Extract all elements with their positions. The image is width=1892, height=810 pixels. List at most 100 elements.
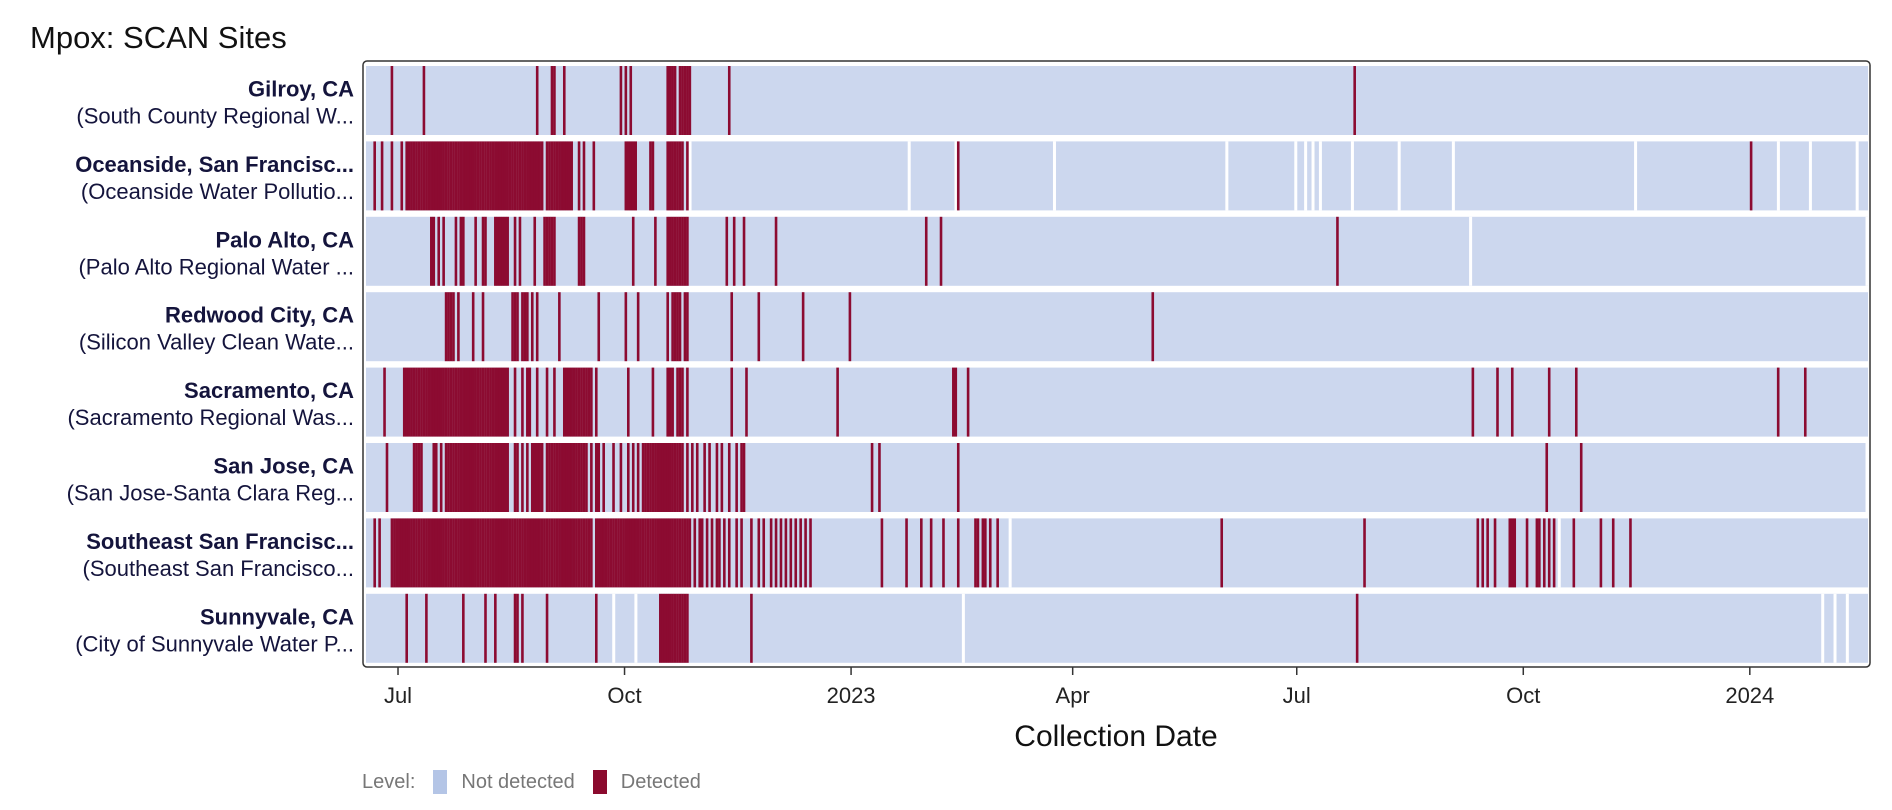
detected-cell (602, 518, 605, 588)
detected-cell (496, 367, 500, 437)
site-name-label: Oceanside, San Francisc... (75, 152, 354, 177)
detected-cell (678, 216, 682, 286)
detected-cell (449, 141, 453, 211)
detected-cell (535, 518, 539, 588)
detected-cell (735, 518, 738, 588)
detected-cell (905, 518, 908, 588)
detected-cell (562, 443, 566, 512)
detected-cell (466, 518, 470, 588)
sample-gap-cell (1808, 141, 1812, 211)
detected-cell (681, 141, 684, 211)
detected-cell (415, 141, 418, 211)
detected-cell (415, 518, 418, 588)
detected-cell (439, 443, 443, 512)
detected-cell (425, 367, 428, 437)
site-plant-label: (Southeast San Francisco... (83, 556, 354, 581)
detected-cell (437, 367, 441, 437)
sample-gap-cell (1311, 141, 1315, 211)
detected-cell (700, 518, 704, 588)
detected-cell (673, 518, 677, 588)
site-name-label: Palo Alto, CA (215, 227, 354, 252)
detected-cell (570, 141, 573, 211)
detected-cell (476, 141, 480, 211)
detected-cell (732, 216, 736, 286)
detected-cell (503, 367, 507, 437)
sample-gap-cell (907, 141, 911, 211)
detected-cell (444, 443, 448, 512)
detected-cell (538, 518, 541, 588)
detected-cell (425, 593, 428, 663)
detected-cell (654, 518, 657, 588)
legend: Level: Not detected Detected (362, 770, 701, 794)
detected-cell (599, 518, 603, 588)
site-name-label: Redwood City, CA (165, 303, 354, 328)
detected-cell (427, 518, 431, 588)
detected-cell (710, 518, 714, 588)
detected-cell (996, 518, 999, 588)
detected-cell (631, 443, 635, 512)
detected-cell (654, 443, 657, 512)
detected-cell (486, 443, 490, 512)
detected-cell (393, 518, 396, 588)
site-plant-label: (South County Regional W... (76, 104, 354, 129)
detected-cell (683, 518, 687, 588)
detected-cell (590, 518, 593, 588)
detected-cell (550, 141, 554, 211)
detected-cell (555, 518, 559, 588)
detected-cell (666, 66, 669, 135)
detected-cell (1545, 443, 1549, 512)
detected-cell (506, 443, 509, 512)
detected-cell (402, 367, 406, 437)
detected-cell (412, 443, 416, 512)
detected-cell (471, 518, 475, 588)
detected-cell (400, 141, 404, 211)
detected-cell (430, 518, 433, 588)
detected-cell (956, 443, 960, 512)
detected-cell (558, 141, 561, 211)
detected-cell (668, 593, 672, 663)
detected-cell (592, 141, 596, 211)
detected-cell (691, 443, 694, 512)
detected-cell (521, 443, 524, 512)
row-background (366, 367, 1868, 437)
detected-cell (678, 66, 682, 135)
row-background (366, 141, 1868, 211)
detected-cell (464, 367, 468, 437)
detected-cell (1547, 367, 1551, 437)
detected-cell (503, 443, 507, 512)
detected-cell (708, 443, 711, 512)
detected-cell (683, 292, 687, 362)
detected-cell (629, 141, 633, 211)
detected-cell (533, 216, 537, 286)
detected-cell (1363, 518, 1366, 588)
detected-cell (449, 443, 453, 512)
detected-cell (683, 593, 687, 663)
detected-cell (789, 518, 793, 588)
detected-cell (553, 141, 556, 211)
detected-cell (415, 367, 418, 437)
detected-cell (1353, 66, 1356, 135)
detected-cell (479, 141, 482, 211)
detected-cell (434, 518, 438, 588)
detected-cell (686, 518, 689, 588)
detected-cell (681, 367, 684, 437)
detected-cell (464, 518, 468, 588)
detected-cell (494, 593, 497, 663)
detected-cell (681, 216, 684, 286)
detected-cell (673, 593, 677, 663)
detected-cell (565, 141, 569, 211)
detected-cell (501, 443, 505, 512)
detected-cell (521, 518, 524, 588)
detected-cell (1336, 216, 1339, 286)
detected-cell (412, 367, 416, 437)
detected-cell (422, 367, 426, 437)
detected-cell (427, 141, 431, 211)
detected-cell (506, 141, 509, 211)
detected-cell (444, 367, 448, 437)
detected-cell (422, 66, 426, 135)
sample-gap-cell (1225, 141, 1229, 211)
sample-gap-cell (1304, 141, 1308, 211)
detected-cell (462, 216, 465, 286)
detected-cell (779, 518, 783, 588)
detected-cell (720, 443, 724, 512)
